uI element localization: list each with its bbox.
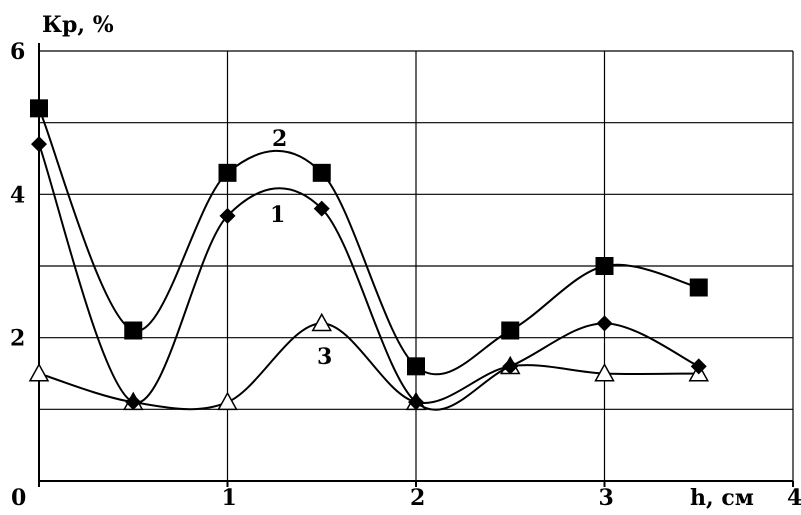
x-tick-label: 1 xyxy=(222,485,237,511)
x-tick-label: 4 xyxy=(787,485,801,511)
series-2-point xyxy=(689,278,708,297)
series-3-point xyxy=(594,362,615,382)
curve-label-3: 3 xyxy=(317,344,332,370)
y-tick-label: 4 xyxy=(10,182,25,208)
series-1-point xyxy=(313,200,330,217)
x-tick-label: 3 xyxy=(599,485,614,511)
curve-label-1: 1 xyxy=(270,202,285,228)
series-1-point xyxy=(502,358,519,375)
series-1 xyxy=(31,136,707,411)
series-2-point xyxy=(595,257,614,275)
x-axis-label: h, см xyxy=(690,485,754,511)
series-1-point xyxy=(219,207,236,224)
series-1-point xyxy=(596,315,613,332)
series-2-point xyxy=(501,321,520,340)
series-2-point xyxy=(30,99,48,118)
tick-labels: 0 1 2 3 4 2 4 6 xyxy=(10,39,801,511)
series-1-point xyxy=(31,136,47,153)
y-tick-label: 2 xyxy=(10,326,25,352)
series-line-1 xyxy=(38,143,700,411)
y-axis-label: Кр, % xyxy=(42,12,114,38)
series-3-point xyxy=(28,362,50,382)
series-2-point xyxy=(407,357,425,376)
series-1-point xyxy=(690,358,707,375)
x-tick-label: 2 xyxy=(410,485,425,511)
x-tick-label: 0 xyxy=(11,485,26,511)
series-1-point xyxy=(408,394,424,411)
series-3-point xyxy=(217,391,238,411)
series-group xyxy=(28,99,710,411)
curve-label-2: 2 xyxy=(272,126,287,152)
series-1-point xyxy=(125,394,142,411)
series-3-point xyxy=(311,312,333,332)
y-tick-label: 6 xyxy=(10,39,25,65)
series-2 xyxy=(30,99,708,376)
series-2-point xyxy=(312,163,331,182)
series-line-3 xyxy=(38,322,699,411)
series-2-point xyxy=(218,163,237,182)
grid xyxy=(39,50,794,481)
series-2-point xyxy=(124,321,143,340)
